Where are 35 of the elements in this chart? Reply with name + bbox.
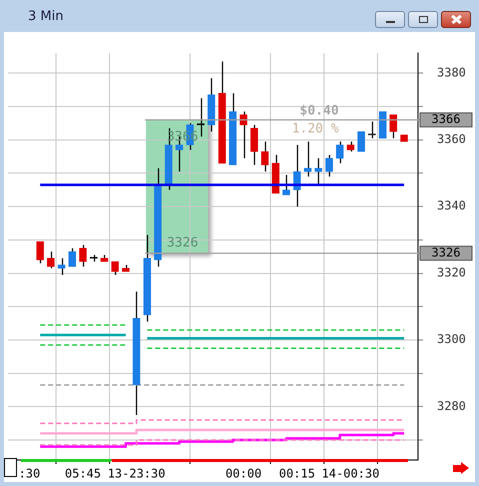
candlestick — [58, 258, 66, 276]
candlestick — [79, 244, 87, 268]
candlestick — [36, 240, 44, 264]
candlestick — [261, 140, 269, 172]
candlestick — [357, 130, 366, 152]
ref-line-label: 3366 — [432, 112, 460, 126]
candlestick — [390, 114, 398, 139]
x-tick-label: :30 — [18, 466, 40, 480]
candlestick — [304, 140, 312, 178]
annotation: 3326 — [166, 236, 198, 251]
candlestick — [111, 261, 119, 276]
y-tick-label: 3380 — [437, 65, 466, 80]
chart-title: 3 Min — [28, 9, 64, 24]
ref-line-label: 3326 — [432, 245, 460, 260]
y-tick-label: 3300 — [437, 332, 466, 346]
candlestick — [282, 174, 290, 196]
y-tick-label: 3360 — [437, 132, 466, 146]
x-tick-label: 13-23:30 — [108, 466, 166, 480]
y-tick-label: 3280 — [437, 398, 466, 413]
candlestick — [240, 110, 248, 159]
x-tick-label: 00:15 — [278, 466, 316, 480]
y-tick-label: 3340 — [437, 198, 466, 213]
candlestick — [336, 140, 344, 164]
x-tick-label: 00:00 — [225, 466, 262, 480]
candlestick — [314, 158, 322, 186]
annotation: 1.20 % — [292, 121, 339, 136]
y-tick-label: 3320 — [437, 265, 466, 280]
candlestick — [325, 154, 333, 178]
candlestick — [250, 124, 258, 166]
candlestick — [68, 248, 76, 268]
annotation: $0.40 — [300, 103, 339, 118]
x-tick-label: 05:45 — [64, 466, 101, 480]
candlestick — [46, 251, 55, 269]
x-tick-label: 14-00:30 — [322, 466, 380, 480]
candlestick — [346, 140, 354, 152]
